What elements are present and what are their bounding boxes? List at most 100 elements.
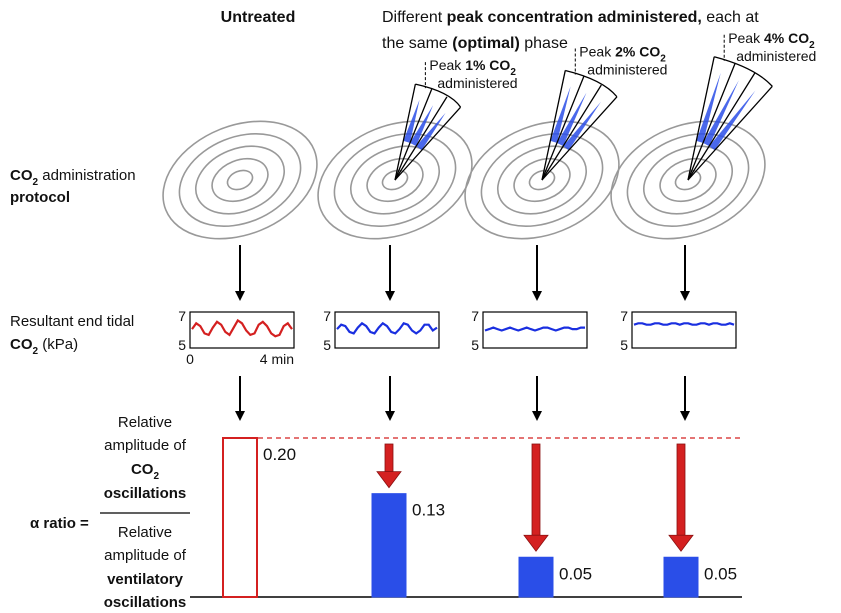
- target-ring: [162, 120, 318, 240]
- row-label: protocol: [10, 189, 70, 206]
- row-label: CO2 (kPa): [10, 336, 78, 357]
- arrow-shaft: [676, 443, 686, 536]
- bar: [371, 493, 407, 598]
- phase-line: [541, 84, 602, 181]
- text-part: 2: [33, 177, 39, 188]
- text-part: 1% CO: [465, 57, 510, 73]
- arrow-shaft: [384, 443, 394, 473]
- value-label: 0.20: [263, 445, 296, 464]
- text-part: the same: [382, 35, 452, 52]
- text-part: each at: [702, 9, 759, 26]
- peak-wedge: [702, 80, 739, 147]
- text-part: 2: [809, 40, 815, 51]
- phase-line: [541, 96, 618, 181]
- text-part: Peak: [728, 30, 764, 46]
- trace-frame: [334, 311, 440, 349]
- bar: [518, 556, 554, 598]
- target-ring: [610, 120, 766, 240]
- numerator: amplitude of: [104, 437, 187, 454]
- phase-line: [687, 56, 715, 181]
- text-part: 2: [510, 67, 516, 78]
- value-label: 0.05: [704, 564, 737, 583]
- numerator: Relative: [118, 414, 172, 431]
- phase-line: [687, 72, 756, 181]
- heading: the same (optimal) phase: [382, 35, 568, 52]
- numerator: CO2: [131, 461, 160, 482]
- denominator: ventilatory: [107, 571, 184, 588]
- denominator: amplitude of: [104, 547, 187, 564]
- phase-arc: [714, 56, 773, 87]
- target-ring: [211, 157, 269, 203]
- peak-wedge: [416, 112, 446, 151]
- text-part: 2: [33, 346, 39, 357]
- target-ring: [194, 145, 286, 215]
- target: [610, 120, 766, 240]
- phase-line: [394, 88, 433, 181]
- peak-wedge: [403, 99, 420, 143]
- decrease-arrow: [376, 443, 402, 489]
- y-tick-label: 7: [471, 308, 479, 324]
- row-label: Resultant end tidal: [10, 313, 134, 330]
- denominator: oscillations: [104, 594, 187, 611]
- trace-line: [633, 322, 735, 326]
- bar: [663, 556, 699, 598]
- phase-line: [687, 62, 736, 181]
- target-ring: [674, 169, 702, 191]
- phase-line: [541, 70, 566, 181]
- target: [464, 120, 620, 240]
- text-part: Peak: [579, 43, 615, 59]
- text-part: Different: [382, 9, 447, 26]
- x-tick-label: 4 min: [260, 351, 294, 367]
- target-ring: [496, 145, 588, 215]
- target-ring: [659, 157, 717, 203]
- arrow-shaft: [531, 443, 541, 536]
- denominator: Relative: [118, 524, 172, 541]
- heading: Different peak concentration administere…: [382, 9, 759, 26]
- y-tick-label: 7: [620, 308, 628, 324]
- peak-label: administered: [736, 48, 816, 64]
- phase-arc: [565, 69, 618, 98]
- phase-line: [541, 75, 585, 181]
- phase-line: [394, 96, 448, 181]
- peak-wedge: [709, 90, 756, 151]
- y-tick-label: 7: [178, 308, 186, 324]
- phase-line: [394, 84, 417, 181]
- target-ring: [178, 132, 302, 228]
- text-part: 4% CO: [764, 30, 809, 46]
- numerator: oscillations: [104, 485, 187, 502]
- row-label: CO2 administration: [10, 167, 136, 188]
- text-part: (kPa): [38, 336, 78, 353]
- flow-arrows: [235, 245, 690, 421]
- target-ring: [626, 132, 750, 228]
- heading: Untreated: [221, 9, 296, 26]
- target-ring: [226, 169, 254, 191]
- text-part: peak concentration administered,: [447, 9, 702, 26]
- trace-line: [191, 318, 293, 338]
- y-tick-label: 5: [471, 337, 479, 353]
- trace-frame: [482, 311, 588, 349]
- value-label: 0.13: [412, 501, 445, 520]
- phase-line: [394, 106, 462, 181]
- peak-wedge: [696, 72, 721, 143]
- decrease-arrow: [668, 443, 694, 552]
- value-label: 0.05: [559, 564, 592, 583]
- text-part: 2% CO: [615, 43, 660, 59]
- text-part: administration: [38, 167, 136, 184]
- peak-label: Peak 4% CO2: [728, 30, 815, 51]
- target-ring: [349, 145, 441, 215]
- peak-wedge: [556, 92, 587, 147]
- target-ring: [642, 145, 734, 215]
- peak-label: administered: [587, 61, 667, 77]
- target-ring: [513, 157, 571, 203]
- x-tick-label: 0: [186, 351, 194, 367]
- peak-label: administered: [437, 75, 517, 91]
- peak-wedge: [409, 105, 434, 147]
- text-part: 2: [153, 471, 159, 482]
- trace-line: [336, 321, 438, 335]
- y-tick-label: 5: [178, 337, 186, 353]
- trace-frame: [189, 311, 295, 349]
- trace-line: [484, 326, 585, 332]
- y-tick-label: 5: [323, 337, 331, 353]
- target-ring: [528, 169, 556, 191]
